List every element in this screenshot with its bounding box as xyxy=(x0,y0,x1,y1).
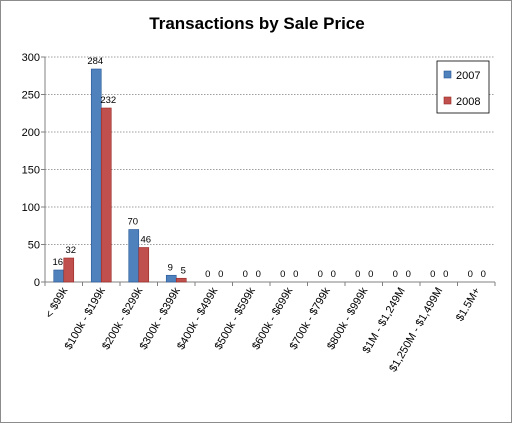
axes xyxy=(41,56,496,286)
data-label-2007-1: 284 xyxy=(87,56,103,67)
y-tick-labels: 0 50 100 150 200 250 300 xyxy=(22,52,40,289)
x-tick-label: $700k - $799k xyxy=(288,285,334,352)
data-label-2008-4: 0 xyxy=(218,269,223,280)
y-tick-label: 50 xyxy=(28,240,40,252)
data-label-2008-8: 0 xyxy=(368,269,373,280)
legend-label-2008: 2008 xyxy=(456,96,480,108)
y-tick-label: 200 xyxy=(22,127,40,139)
bar-2008-0 xyxy=(63,257,75,283)
legend-label-2007: 2007 xyxy=(456,70,480,82)
y-tick-label: 300 xyxy=(22,52,40,64)
y-tick-label: 250 xyxy=(22,90,40,102)
data-label-2008-6: 0 xyxy=(293,269,298,280)
x-tick-label: $300k - $399k xyxy=(138,285,184,352)
bar-2007-2 xyxy=(128,229,140,283)
legend: 2007 2008 xyxy=(436,60,490,114)
data-label-2008-0: 32 xyxy=(65,245,76,256)
data-label-2008-3: 5 xyxy=(181,265,186,276)
data-label-2007-8: 0 xyxy=(355,269,360,280)
x-tick-label: $1.5M+ xyxy=(454,286,483,324)
data-label-2007-7: 0 xyxy=(318,269,323,280)
legend-box xyxy=(436,60,490,114)
data-label-2007-2: 70 xyxy=(127,217,138,228)
data-label-2008-11: 0 xyxy=(481,269,486,280)
x-tick-label: $200k - $299k xyxy=(100,285,146,352)
y-tick-label: 150 xyxy=(22,165,40,177)
x-tick-label: < $99k xyxy=(43,285,70,320)
data-label-2008-7: 0 xyxy=(331,269,336,280)
bars xyxy=(53,68,187,283)
data-label-2008-2: 46 xyxy=(140,235,151,246)
x-tick-label: $500k - $599k xyxy=(213,285,259,352)
data-label-2008-5: 0 xyxy=(256,269,261,280)
legend-swatch-2007 xyxy=(443,70,452,79)
x-tick-label: $800k - $999k xyxy=(325,285,371,352)
y-tick-label: 0 xyxy=(34,277,40,289)
bar-2008-1 xyxy=(100,107,112,283)
y-tick-label: 100 xyxy=(22,202,40,214)
bar-2008-2 xyxy=(138,247,150,283)
x-tick-label: $600k - $699k xyxy=(250,285,296,352)
data-label-2007-9: 0 xyxy=(393,269,398,280)
gridlines xyxy=(45,56,495,245)
data-label-2007-5: 0 xyxy=(243,269,248,280)
bar-2007-3 xyxy=(165,274,177,283)
x-tick-labels: < $99k$100k - $199k$200k - $299k$300k - … xyxy=(43,285,483,374)
x-tick-label: $100k - $199k xyxy=(63,285,109,352)
data-label-2008-1: 232 xyxy=(100,95,116,106)
data-label-2007-10: 0 xyxy=(430,269,435,280)
data-label-2008-10: 0 xyxy=(443,269,448,280)
data-label-2007-0: 16 xyxy=(52,257,63,268)
data-label-2007-3: 9 xyxy=(168,262,173,273)
data-label-2008-9: 0 xyxy=(406,269,411,280)
data-label-2007-6: 0 xyxy=(280,269,285,280)
x-tick-label: $400k - $499k xyxy=(175,285,221,352)
data-label-2007-4: 0 xyxy=(205,269,210,280)
data-label-2007-11: 0 xyxy=(468,269,473,280)
bar-2008-3 xyxy=(175,277,187,283)
bar-2007-0 xyxy=(53,269,65,283)
legend-swatch-2008 xyxy=(443,96,452,105)
chart-title: Transactions by Sale Price xyxy=(149,14,364,33)
